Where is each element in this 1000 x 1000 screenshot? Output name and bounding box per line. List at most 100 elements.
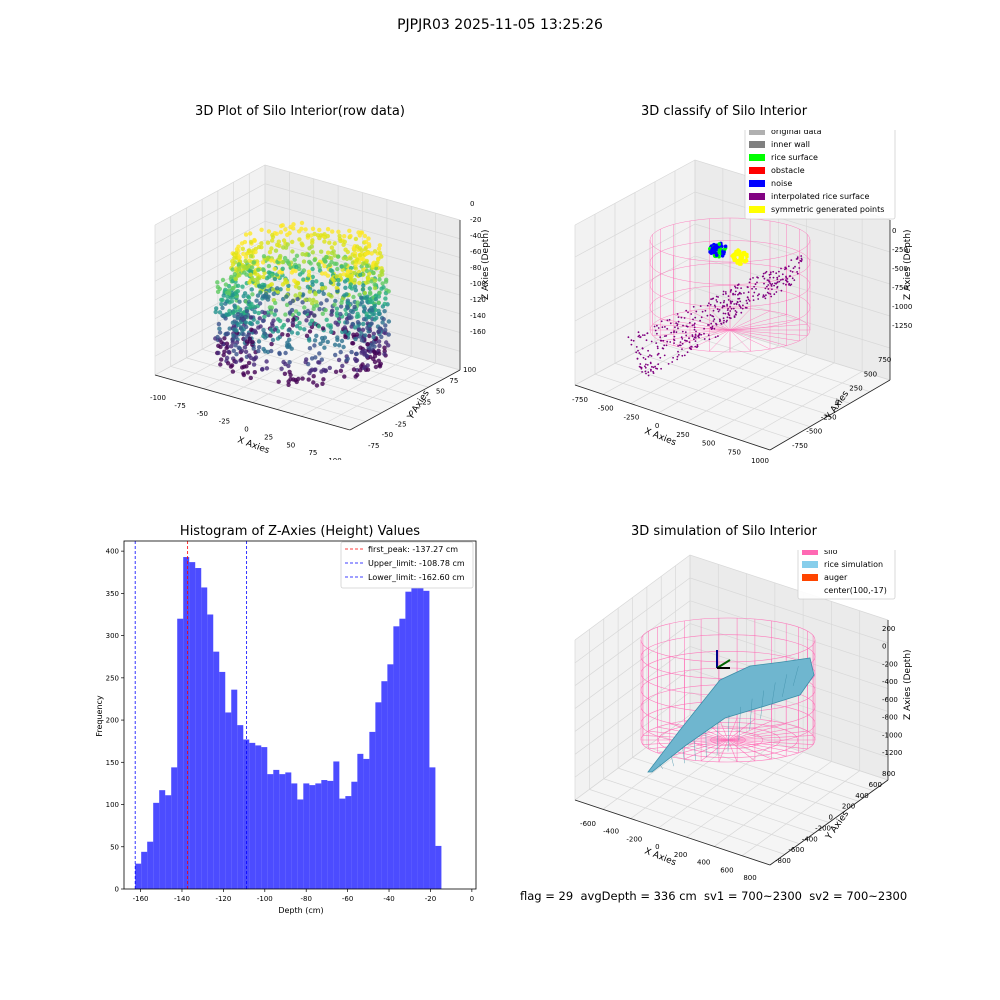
cls-dot [796, 256, 799, 259]
classify-plot-box [574, 159, 891, 451]
histogram-title: Histogram of Z-Axies (Height) Values [179, 524, 421, 539]
raw-point [219, 302, 224, 307]
raw-x-ticks: -100 -75 -50 -25 0 25 50 75 100 [150, 394, 342, 460]
cls-noise-dot [717, 248, 722, 252]
cls-dot [785, 283, 787, 286]
cls-dot [676, 358, 679, 361]
cls-xtick-6: 750 [728, 448, 741, 456]
raw-point [376, 246, 382, 251]
cls-dot [676, 313, 679, 315]
raw-point [220, 305, 225, 311]
raw-point [216, 321, 222, 327]
raw-point [371, 331, 376, 336]
raw-point [315, 233, 321, 238]
sim-ytick-7: 600 [869, 781, 882, 789]
raw-point [278, 230, 284, 235]
raw-point [225, 294, 230, 299]
raw-point [336, 282, 341, 287]
raw-point [344, 292, 349, 297]
raw-point [242, 345, 248, 350]
cls-spoke [729, 329, 808, 336]
raw-point [370, 342, 375, 347]
cls-dot [708, 338, 711, 341]
cls-dot [729, 291, 732, 293]
raw-point [314, 279, 319, 284]
raw-point [365, 342, 370, 347]
cls-dot [746, 296, 749, 299]
cls-dot [736, 301, 739, 303]
raw-xtick-6: 50 [286, 441, 295, 449]
histogram-bar [219, 671, 226, 889]
cls-legend-swatch-5 [749, 193, 765, 200]
cls-xtick-2: -250 [623, 413, 639, 421]
raw-point [382, 309, 387, 314]
sim-ytick-1: -600 [788, 846, 804, 854]
histogram-ytick-8: 400 [106, 548, 119, 556]
cls-dot [691, 324, 694, 327]
raw-point [378, 361, 383, 366]
histogram-bar [333, 761, 340, 889]
cls-dot [737, 297, 739, 300]
raw-point [269, 348, 274, 354]
raw-point [321, 377, 326, 382]
raw-point [365, 276, 371, 281]
raw-point [338, 368, 344, 373]
cls-dot [637, 335, 640, 338]
raw-point [287, 310, 293, 315]
raw-point [377, 343, 382, 348]
raw-point [372, 354, 378, 359]
sim-legend-swatch-1 [802, 561, 818, 568]
sim-spoke [718, 718, 729, 741]
sim-spoke [727, 723, 787, 741]
raw-point [347, 228, 352, 233]
raw-point [301, 277, 306, 282]
raw-point [260, 318, 266, 324]
raw-point [372, 317, 377, 322]
raw-point [247, 336, 252, 341]
sim-rice-mesh [782, 674, 788, 697]
raw-point [239, 348, 245, 353]
histogram-chart: -160 -140 -120 -100 -80 -60 -40 -20 0 0 50 100 150 2… [95, 540, 477, 915]
cls-dot [789, 270, 792, 272]
cls-dot [673, 330, 675, 332]
raw-xtick-5: 25 [264, 433, 273, 441]
raw-point [372, 249, 378, 254]
raw-point [345, 277, 350, 283]
sim-rice-mesh [694, 739, 696, 761]
cls-dot [657, 363, 660, 366]
raw-point [241, 372, 247, 378]
histogram-ytick-2: 100 [106, 801, 119, 809]
sim-ytick-3: -200 [815, 824, 831, 832]
raw-point [350, 321, 355, 327]
cls-sym-dot [742, 252, 747, 256]
raw-point [379, 334, 384, 340]
histogram-axes [123, 540, 477, 890]
cls-xtick-1: -500 [598, 405, 614, 413]
raw-point [230, 259, 235, 264]
cls-dot [737, 283, 740, 286]
simulation-rice-surface [647, 657, 815, 773]
raw-point [351, 294, 356, 300]
raw-point [338, 304, 344, 309]
sim-spoke [727, 739, 814, 745]
cls-spoke [673, 314, 731, 331]
cls-dot [752, 299, 755, 301]
cls-dot [691, 335, 694, 338]
histogram-bar [261, 747, 268, 889]
raw-point [285, 287, 291, 292]
cls-dot [654, 329, 657, 332]
cls-dot [685, 334, 688, 337]
cls-dot [630, 343, 633, 346]
raw-point [240, 365, 245, 370]
cls-dot [650, 368, 652, 371]
raw-point [234, 334, 239, 339]
sim-legend-label-0: silo [824, 550, 838, 556]
cls-dot [645, 339, 648, 342]
cls-dot [762, 294, 765, 297]
cls-dot [639, 336, 641, 339]
raw-point [325, 273, 331, 278]
raw-point [264, 359, 269, 364]
cls-dot [641, 371, 643, 373]
cls-dot [761, 275, 764, 278]
simulation-auger-axes [716, 650, 731, 669]
